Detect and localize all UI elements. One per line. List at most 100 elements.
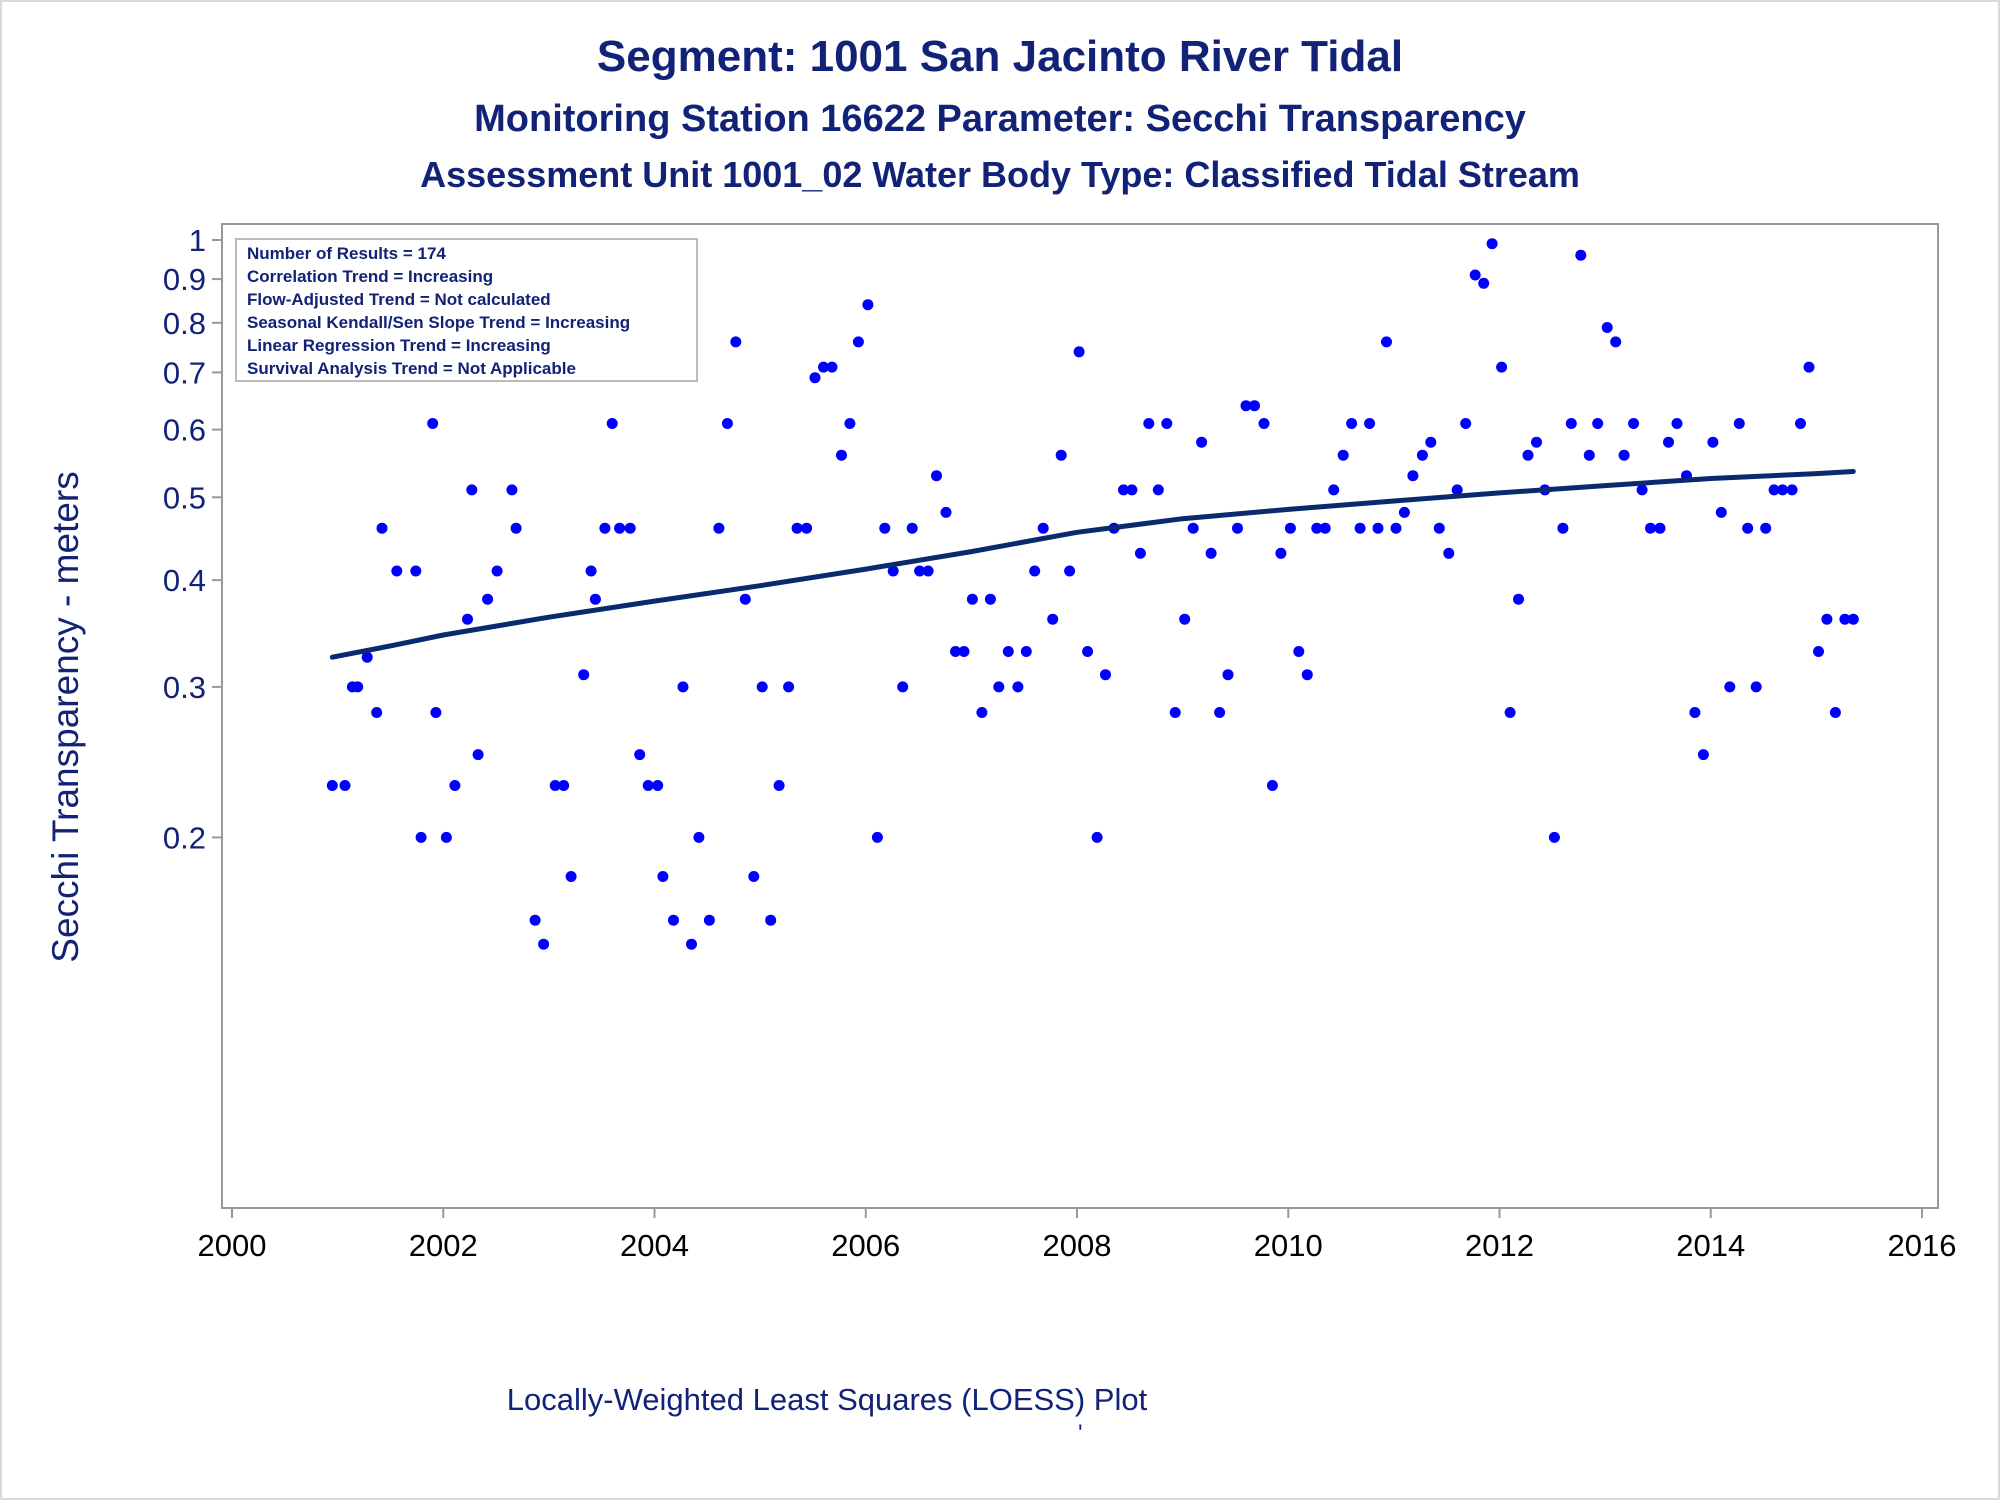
data-point	[1222, 669, 1234, 681]
x-tick-label: 2012	[1465, 1228, 1534, 1263]
data-point	[376, 522, 388, 534]
data-point	[809, 372, 821, 384]
data-point	[1143, 418, 1155, 429]
data-point	[1592, 418, 1604, 429]
stats-box: Number of Results = 174 Correlation Tren…	[235, 238, 698, 382]
data-point	[558, 780, 570, 791]
data-point	[862, 299, 874, 311]
y-tick-label: 0.4	[163, 563, 206, 598]
data-point	[1478, 277, 1490, 289]
data-point	[565, 871, 577, 882]
data-point	[1565, 418, 1577, 429]
y-tick-label: 0.3	[163, 670, 206, 705]
data-point	[449, 780, 461, 791]
data-point	[1187, 522, 1199, 534]
data-point	[1047, 613, 1059, 625]
stats-line: Flow-Adjusted Trend = Not calculated	[247, 290, 551, 309]
data-point	[1663, 436, 1674, 448]
data-point	[599, 522, 611, 534]
data-point	[361, 651, 373, 663]
data-point	[1583, 449, 1595, 461]
data-point	[801, 522, 813, 534]
data-point	[1557, 522, 1569, 534]
chart-subtitle-assessment: Assessment Unit 1001_02 Water Body Type:…	[420, 154, 1580, 195]
data-point	[1337, 449, 1349, 461]
data-point	[1266, 780, 1278, 791]
data-point	[668, 914, 679, 926]
data-point	[538, 938, 550, 950]
data-point	[748, 871, 760, 882]
footnote: Locally-Weighted Least Squares (LOESS) P…	[506, 1382, 1148, 1417]
data-point	[1002, 646, 1014, 657]
data-point	[1416, 449, 1428, 461]
axes-layer: 0.2 0.3 0.4 0.5 0.6 0.7 0.8 0.9 1 2000 2002 2004 200…	[163, 223, 1957, 1263]
data-point	[958, 646, 970, 657]
data-point	[1232, 522, 1243, 534]
data-point	[844, 418, 856, 429]
chart-title: Segment: 1001 San Jacinto River Tidal	[596, 32, 1404, 81]
data-point	[472, 749, 484, 761]
chart-subtitle-station: Monitoring Station 16622 Parameter: Secc…	[474, 98, 1526, 140]
data-point	[1407, 470, 1419, 482]
x-tick-label: 2016	[1888, 1228, 1957, 1263]
data-point	[1179, 613, 1191, 625]
loess-line	[329, 469, 1856, 660]
y-tick-label: 1	[189, 223, 206, 258]
data-point	[506, 484, 518, 496]
data-point	[1610, 336, 1622, 348]
data-point	[1504, 707, 1516, 718]
data-point	[1372, 522, 1384, 534]
stats-line: Survival Analysis Trend = Not Applicable	[247, 359, 576, 378]
data-point	[1742, 522, 1754, 534]
data-point	[1451, 484, 1463, 496]
data-point	[1205, 547, 1217, 559]
data-point	[818, 361, 829, 373]
data-point	[549, 780, 561, 791]
data-point	[852, 336, 864, 348]
data-point	[1768, 484, 1780, 496]
data-point	[1354, 522, 1366, 534]
data-point	[510, 522, 522, 534]
data-point	[1100, 669, 1111, 681]
data-point	[1425, 436, 1437, 448]
y-tick-label: 0.6	[163, 413, 206, 448]
data-point	[703, 914, 715, 926]
data-point	[1311, 522, 1323, 534]
x-tick-label: 2014	[1676, 1228, 1745, 1263]
data-point	[1513, 593, 1524, 605]
data-point	[677, 681, 689, 693]
footnote-mark: '	[1078, 1420, 1083, 1447]
data-point	[339, 780, 351, 791]
data-point	[976, 707, 988, 718]
data-point	[466, 484, 478, 496]
data-point	[739, 593, 751, 605]
data-point	[1073, 346, 1085, 358]
data-point	[906, 522, 918, 534]
data-point	[730, 336, 742, 348]
data-point	[634, 749, 646, 761]
data-point	[482, 593, 494, 605]
data-point	[578, 669, 590, 681]
stats-line: Seasonal Kendall/Sen Slope Trend = Incre…	[247, 313, 630, 332]
data-point	[642, 780, 654, 791]
data-point	[1486, 238, 1498, 250]
data-point	[1390, 522, 1402, 534]
data-point	[1293, 646, 1305, 657]
data-point	[1813, 646, 1824, 657]
data-point	[1020, 646, 1032, 657]
data-point	[491, 565, 503, 577]
data-point	[1628, 418, 1640, 429]
data-point	[791, 522, 803, 534]
data-point	[1091, 831, 1103, 843]
data-point	[1284, 522, 1296, 534]
plot-area-border	[221, 223, 1939, 1209]
data-point	[1777, 484, 1789, 496]
data-point	[1829, 707, 1841, 718]
data-point	[1064, 565, 1076, 577]
data-point	[1803, 361, 1815, 373]
data-point	[783, 681, 795, 693]
data-point	[1126, 484, 1138, 496]
data-point	[606, 418, 618, 429]
data-point	[1249, 400, 1260, 412]
